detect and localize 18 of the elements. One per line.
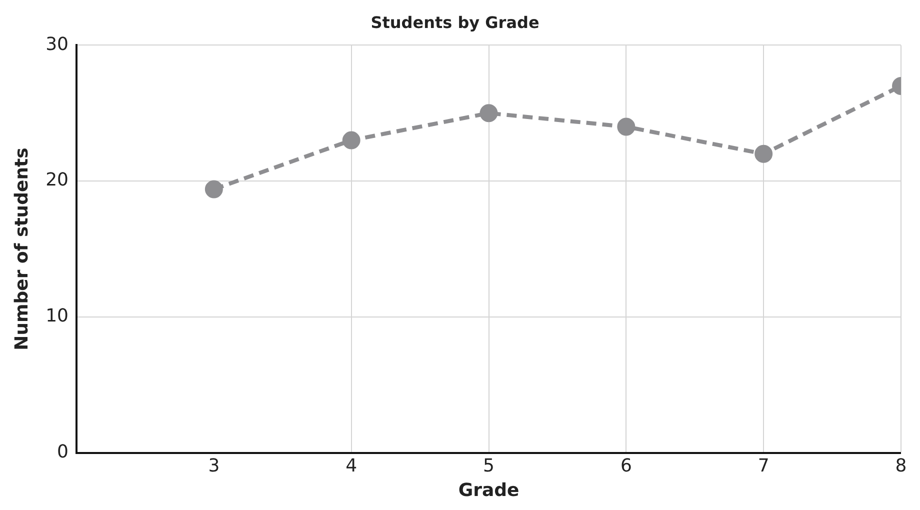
point [617, 118, 636, 136]
x-axis-title: Grade [458, 480, 520, 501]
x-tick-label: 7 [758, 455, 770, 476]
x-tick-label: 3 [208, 455, 220, 476]
y-axis-title: Number of students [11, 148, 32, 350]
x-tick-label: 6 [620, 455, 632, 476]
point [204, 180, 223, 198]
y-tick-label: 0 [57, 441, 69, 462]
point [480, 104, 498, 122]
x-tick-label: 8 [895, 455, 907, 476]
y-tick-label: 30 [46, 34, 69, 55]
x-tick-label: 4 [346, 455, 358, 476]
point [754, 144, 773, 163]
chart-title: Students by Grade [370, 12, 540, 32]
x-tick-label: 5 [483, 455, 494, 476]
y-tick-label: 20 [46, 170, 69, 191]
point [342, 131, 360, 150]
y-tick-label: 10 [46, 306, 69, 327]
